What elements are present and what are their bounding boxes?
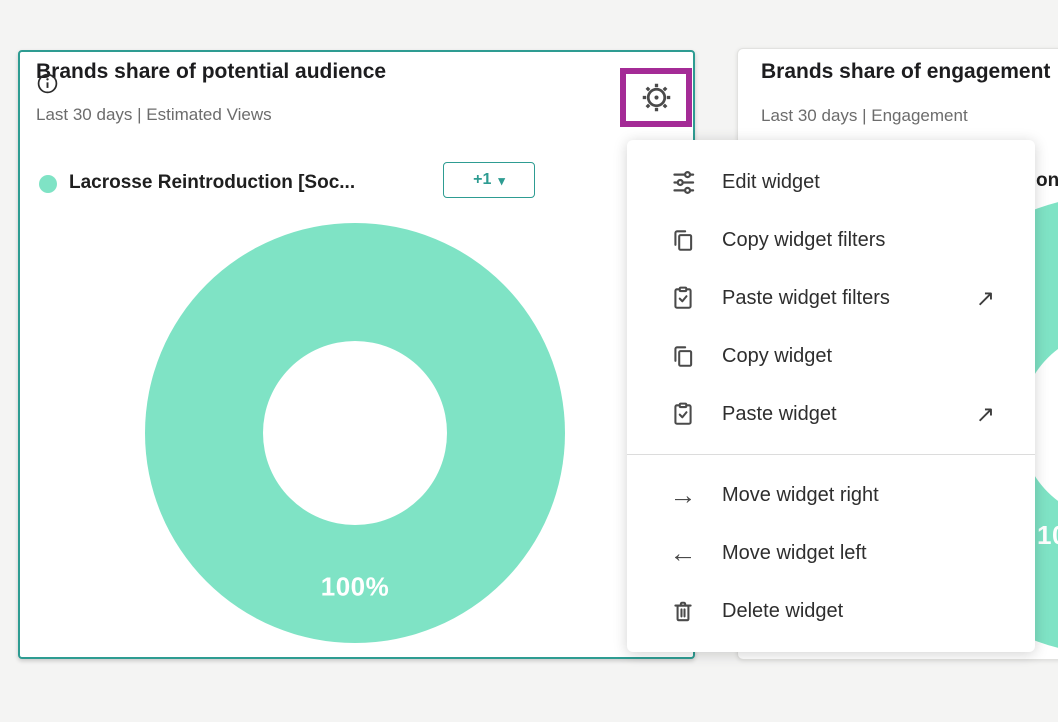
potential-audience-widget: Brands share of potential audience Last … [18, 50, 695, 659]
highlight-annotation-box [620, 68, 692, 127]
copy-icon [668, 227, 698, 253]
donut-percentage-label: 100% [1037, 520, 1058, 550]
menu-item-move-widget-right[interactable]: → Move widget right [669, 479, 879, 510]
trash-icon [668, 598, 698, 624]
widget-title-text: Brands share of potential audience [36, 60, 387, 83]
widget-subtitle: Last 30 days | Estimated Views [36, 105, 272, 124]
arrow-right-icon: → [669, 479, 697, 510]
legend-label-fragment: on [1036, 170, 1058, 191]
widget-title-text: Brands share of engagement [761, 60, 1051, 83]
external-link-icon: ↗ [975, 284, 995, 311]
widget-settings-button[interactable] [640, 81, 673, 114]
menu-item-delete-widget[interactable]: Delete widget [627, 582, 1035, 640]
menu-item-copy-widget[interactable]: Copy widget [627, 327, 1035, 385]
menu-item-copy-widget-filters[interactable]: Copy widget filters [627, 211, 1035, 269]
menu-item-move-widget-left[interactable]: ← Move widget left [669, 537, 867, 568]
donut-hole [263, 341, 447, 525]
menu-item-paste-widget-filters[interactable]: Paste widget filters ↗ [627, 269, 1035, 327]
legend-label: Lacrosse Reintroduction [Soc... [69, 172, 356, 193]
paste-icon [668, 401, 698, 427]
donut-percentage-label: 100% [320, 571, 390, 602]
legend-dot-icon [39, 175, 57, 193]
copy-icon [668, 343, 698, 369]
menu-separator [627, 454, 1035, 455]
widget-subtitle: Last 30 days | Engagement [761, 106, 968, 125]
legend-overflow-count: +1 [473, 171, 492, 188]
legend-overflow-button[interactable]: +1 ▾ [443, 162, 535, 198]
gear-icon [640, 81, 673, 114]
external-link-icon: ↗ [975, 400, 995, 427]
paste-icon [668, 285, 698, 311]
menu-item-paste-widget[interactable]: Paste widget ↗ [627, 385, 1035, 443]
arrow-left-icon: ← [669, 537, 697, 568]
sliders-icon [668, 169, 698, 196]
donut-chart [145, 223, 565, 643]
widget-context-menu: Edit widget Copy widget filters Paste wi… [627, 140, 1035, 652]
menu-item-edit-widget[interactable]: Edit widget [627, 153, 1035, 211]
caret-down-icon: ▾ [498, 172, 505, 188]
